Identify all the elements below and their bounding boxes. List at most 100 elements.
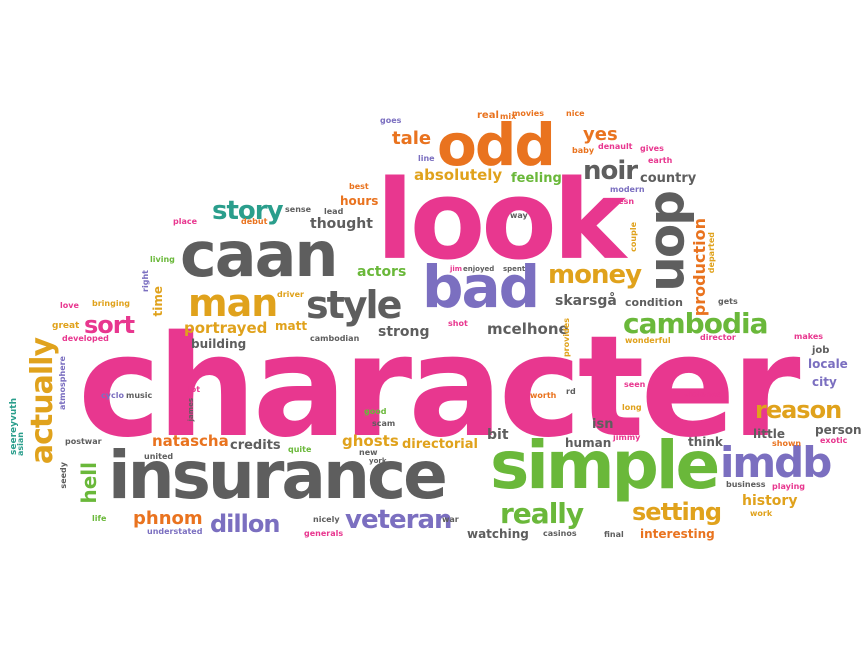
word-imdb: imdb [720,438,832,487]
word-think: think [688,435,723,449]
word-lead: lead [324,207,344,216]
word-exotic: exotic [820,436,848,445]
word-scam: scam [372,419,396,428]
word-worth: worth [530,391,557,400]
word-war: war [442,515,459,524]
word-don: don [644,190,702,290]
word-condition: condition [625,296,683,309]
word-united: united [144,452,174,461]
word-director: director [700,333,736,342]
word-veteran: veteran [345,505,453,535]
word-postwar: postwar [65,437,102,446]
word-movies: movies [512,109,544,118]
word-shot: shot [448,319,468,328]
word-cambodia: cambodia [623,307,768,340]
word-work: work [750,509,773,518]
word-goes: goes [380,116,402,125]
word-sort: sort [84,311,135,339]
word-couple: couple [629,222,638,252]
word-asian: asian [16,432,25,456]
word-portrayed: portrayed [184,319,268,337]
word-money: money [548,260,642,290]
word-ghosts: ghosts [342,432,399,450]
word-doesn: doesn [607,197,635,206]
word-seen: seen [624,380,646,389]
word-strong: strong [378,324,430,340]
word-odd: odd [437,111,556,179]
word-isn: isn [592,417,614,432]
word-life: life [92,514,107,523]
word-jim: jim [450,265,463,273]
word-violence: violence [684,390,722,399]
word-look: look [376,156,626,284]
word-production: production [690,218,709,317]
word-developed: developed [62,334,109,343]
word-hell: hell [77,462,101,504]
word-makes: makes [794,332,824,341]
word-shown: shown [772,439,802,448]
word-james: james [187,398,195,422]
word-jimmy: jimmy [613,433,641,442]
word-seedy: seedy [59,462,68,489]
word-real: real [477,110,499,121]
word-love: love [60,301,79,310]
word-business: business [726,480,766,489]
word-bit: bit [487,427,509,443]
word-place: place [173,217,198,226]
word-quite: quite [288,445,312,454]
word-new: new [359,448,378,457]
word-driver: driver [277,290,304,299]
word-style: style [306,283,402,327]
word-yes: yes [583,124,618,145]
word-city: city [812,375,837,389]
word-bringing: bringing [92,299,130,308]
word-line: line [418,154,435,163]
word-country: country [640,171,697,186]
word-character: character [78,306,801,469]
word-watching: watching [467,527,529,541]
word-phnom: phnom [133,508,203,529]
word-gets: gets [718,297,738,306]
word-history: history [742,493,798,509]
word-cyclo: cyclo [101,391,124,400]
word-thought: thought [310,216,373,232]
word-caan: caan [180,218,339,291]
word-good: good [364,407,387,416]
word-tale: tale [392,128,432,149]
word-time: time [151,286,165,317]
word-playing: playing [772,482,805,491]
word-simple: simple [490,427,720,504]
word-skarsga: skarsgå [555,293,617,309]
word-absolutely: absolutely [414,166,503,184]
word-departed: departed [707,232,716,274]
word-matt: matt [275,319,308,333]
word-interesting: interesting [640,527,715,541]
word-way: way [510,211,528,220]
word-long: long [622,403,642,412]
word-york: york [369,457,387,465]
word-nicely: nicely [313,515,340,524]
word-building: building [191,337,247,351]
word-little: little [753,427,785,441]
word-wonderful: wonderful [625,336,671,345]
word-mcelhone: mcelhone [487,320,569,338]
word-provides: provides [562,318,571,358]
word-locale: locale [808,357,848,371]
word-earth: earth [648,156,673,165]
word-job: job [812,345,830,356]
word-atmosphere: atmosphere [58,356,67,411]
word-sense: sense [285,205,312,214]
word-setting: setting [632,498,722,526]
word-living: living [150,255,175,264]
word-gives: gives [640,144,664,153]
word-modern: modern [610,185,645,194]
word-nice: nice [566,109,585,118]
word-story: story [212,196,284,226]
word-directorial: directorial [402,437,478,452]
word-music: music [126,391,153,400]
word-reason: reason [755,396,842,424]
word-denault: denault [598,142,633,151]
word-cambodian: cambodian [310,334,360,343]
word-final: final [604,530,624,539]
